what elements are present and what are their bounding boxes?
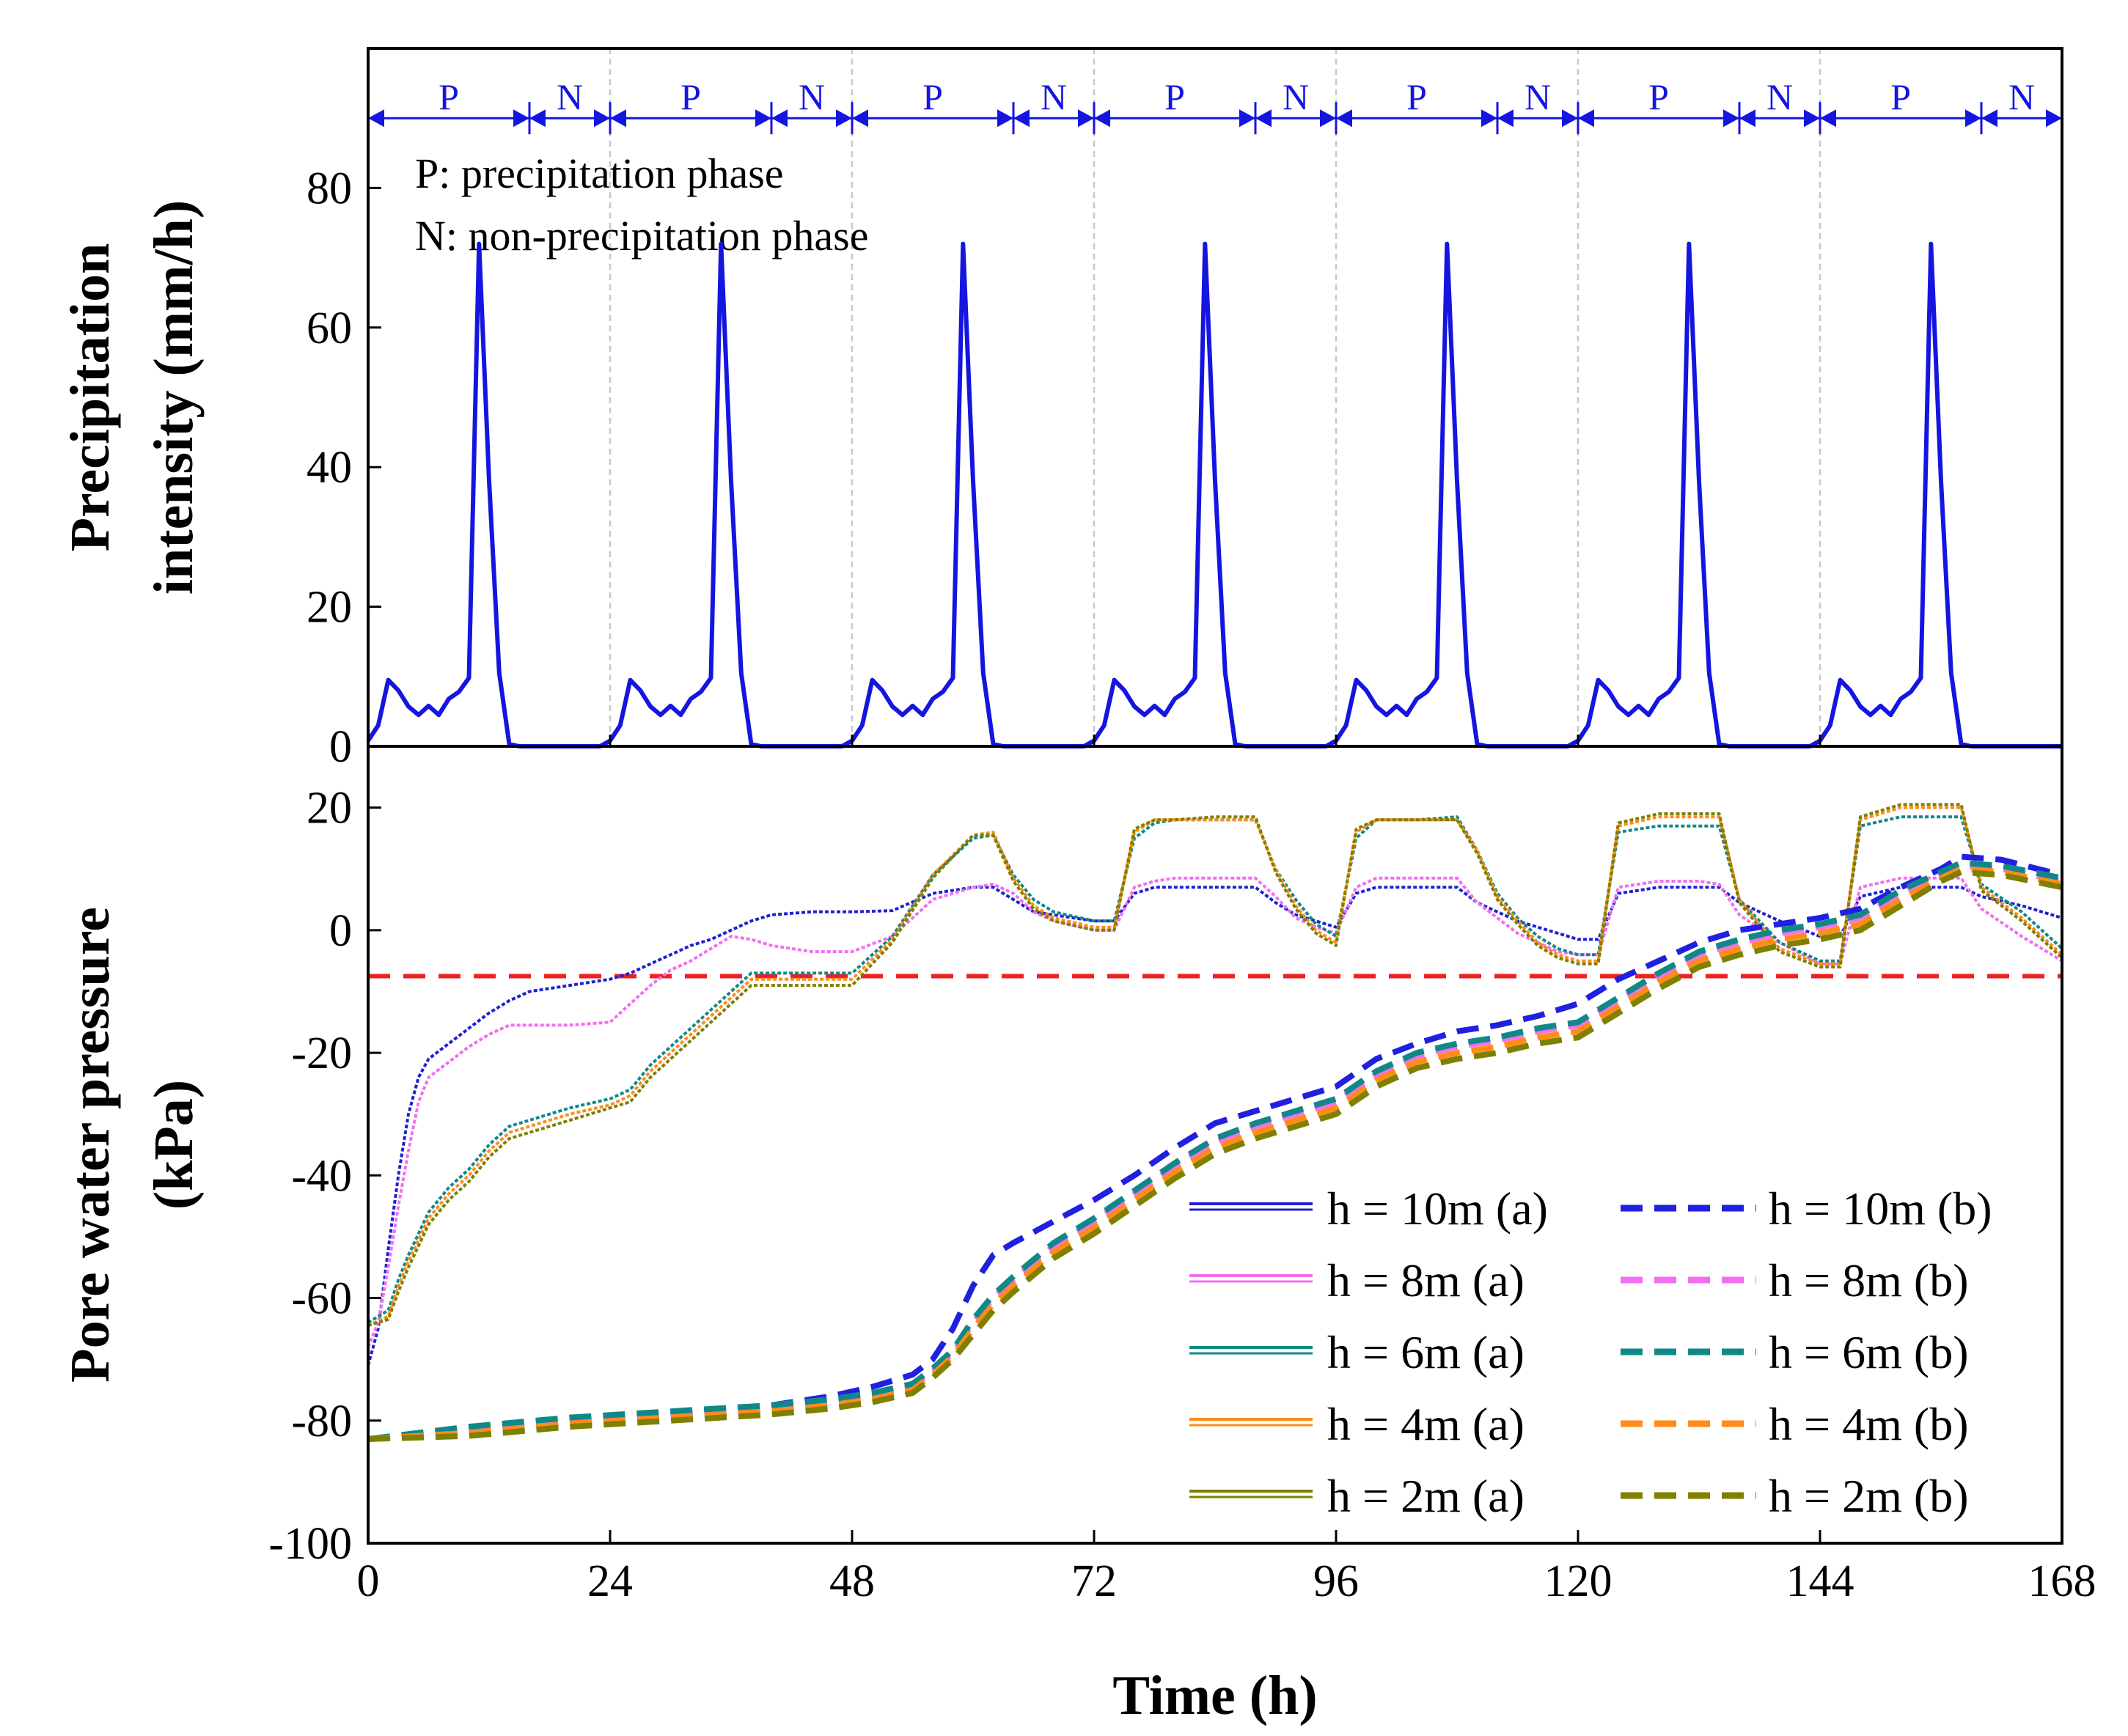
- phase-arrowhead-right: [594, 109, 610, 128]
- phase-label: P: [1890, 76, 1911, 117]
- phase-arrowhead-right: [755, 109, 771, 128]
- phase-arrowhead-right: [836, 109, 852, 128]
- phase-arrowhead-right: [1239, 109, 1255, 128]
- pore-pressure-panel: -100 -80 -60 -40 -20 0 20 0 24 48 72 96 120 144 168: [268, 784, 2096, 1606]
- phase-label: N: [1283, 76, 1309, 117]
- legend-label: h = 4m (a): [1327, 1398, 1525, 1450]
- series-line: [367, 876, 2063, 1348]
- legend-label: h = 6m (b): [1769, 1326, 1969, 1378]
- note-non-precipitation-phase: N: non-precipitation phase: [415, 212, 869, 260]
- series-line: [367, 859, 2063, 1442]
- phase-label: N: [557, 76, 583, 117]
- legend-label: h = 10m (b): [1769, 1183, 1992, 1235]
- y-tick-label: -60: [291, 1274, 352, 1324]
- series-line: [367, 866, 2063, 1442]
- phase-label: N: [1041, 76, 1067, 117]
- phase-arrowhead-left: [529, 109, 546, 128]
- legend-label: h = 2m (b): [1769, 1470, 1969, 1522]
- series-line: [367, 869, 2063, 1442]
- phase-arrowhead-left: [852, 109, 868, 128]
- axis-labels: Time (h) Precipitation intensity (mm/h) Por…: [59, 200, 1318, 1726]
- phase-arrowhead-right: [1804, 109, 1820, 128]
- y-tick-label: 40: [307, 443, 352, 493]
- legend-label: h = 10m (a): [1327, 1183, 1548, 1235]
- legend-label: h = 8m (a): [1327, 1254, 1525, 1306]
- phase-arrowhead-right: [1723, 109, 1739, 128]
- x-tick-label: 120: [1544, 1556, 1612, 1606]
- y-tick-label: -20: [291, 1029, 352, 1078]
- phase-arrowhead-left: [1981, 109, 1997, 128]
- phase-arrowhead-left: [1497, 109, 1514, 128]
- series-line: [367, 863, 2063, 1442]
- legend-label: h = 2m (a): [1327, 1470, 1525, 1522]
- y-tick-label: 0: [329, 722, 352, 772]
- bottom-y-axis-label-line1: Pore water pressure: [59, 907, 121, 1383]
- legend-label: h = 8m (b): [1769, 1254, 1969, 1306]
- phase-label: N: [1525, 76, 1551, 117]
- phase-arrowhead-right: [1320, 109, 1336, 128]
- phase-arrowhead-left: [610, 109, 626, 128]
- series-line: [367, 815, 2063, 1324]
- phase-arrowhead-left: [1578, 109, 1594, 128]
- bottom-y-axis-label-line2: (kPa): [143, 1080, 205, 1210]
- phase-arrowhead-left: [1820, 109, 1836, 128]
- y-tick-label: 80: [307, 163, 352, 213]
- phase-arrowhead-right: [513, 109, 529, 128]
- phase-arrowhead-left: [1013, 109, 1030, 128]
- y-tick-label: -80: [291, 1397, 352, 1446]
- x-tick-label: 144: [1786, 1556, 1854, 1606]
- phase-label: P: [922, 76, 943, 117]
- x-tick-label: 0: [357, 1556, 380, 1606]
- phase-label: P: [439, 76, 459, 117]
- panel-frames: [367, 47, 2063, 1545]
- phase-arrowhead-right: [1481, 109, 1497, 128]
- y-tick-label: 20: [307, 784, 352, 834]
- legend-label: h = 4m (b): [1769, 1398, 1969, 1450]
- phase-arrowhead-left: [771, 109, 788, 128]
- series-line: [367, 886, 2063, 1367]
- phase-arrowhead-right: [1078, 109, 1094, 128]
- phase-arrowhead-left: [1739, 109, 1755, 128]
- x-tick-label: 168: [2028, 1556, 2096, 1606]
- top-y-axis-label-line2: intensity (mm/h): [143, 200, 205, 595]
- y-tick-label: 60: [307, 304, 352, 353]
- note-precipitation-phase: P: precipitation phase: [415, 150, 784, 197]
- series-line: [367, 853, 2063, 1442]
- y-tick-label: -40: [291, 1151, 352, 1201]
- phase-arrowhead-right: [2046, 109, 2062, 128]
- phase-arrowhead-left: [368, 109, 384, 128]
- phase-label: N: [2008, 76, 2035, 117]
- x-tick-label: 96: [1313, 1556, 1359, 1606]
- phase-label: P: [680, 76, 701, 117]
- phase-label: P: [1648, 76, 1669, 117]
- phase-arrowhead-right: [1562, 109, 1578, 128]
- x-tick-label: 24: [587, 1556, 633, 1606]
- y-tick-label: 0: [329, 906, 352, 956]
- phase-label: P: [1406, 76, 1427, 117]
- phase-arrowhead-right: [997, 109, 1013, 128]
- legend-label: h = 6m (a): [1327, 1326, 1525, 1378]
- phase-arrowhead-left: [1255, 109, 1272, 128]
- phase-label: N: [1766, 76, 1793, 117]
- series-line: [367, 803, 2063, 1328]
- bottom-panel-frame: [367, 745, 2063, 1545]
- x-tick-label: 48: [829, 1556, 875, 1606]
- phase-arrowhead-left: [1094, 109, 1110, 128]
- y-tick-label: -100: [268, 1519, 352, 1569]
- y-tick-label: 20: [307, 583, 352, 633]
- phase-arrowhead-left: [1336, 109, 1352, 128]
- x-tick-label: 72: [1071, 1556, 1117, 1606]
- phase-label: P: [1164, 76, 1185, 117]
- phase-label: N: [799, 76, 825, 117]
- top-y-axis-label-line1: Precipitation: [59, 243, 121, 552]
- x-axis-label: Time (h): [1112, 1665, 1317, 1726]
- legend: h = 10m (a) h = 8m (a) h = 6m (a) h = 4m (a…: [1189, 1183, 1992, 1522]
- phase-arrowhead-right: [1965, 109, 1981, 128]
